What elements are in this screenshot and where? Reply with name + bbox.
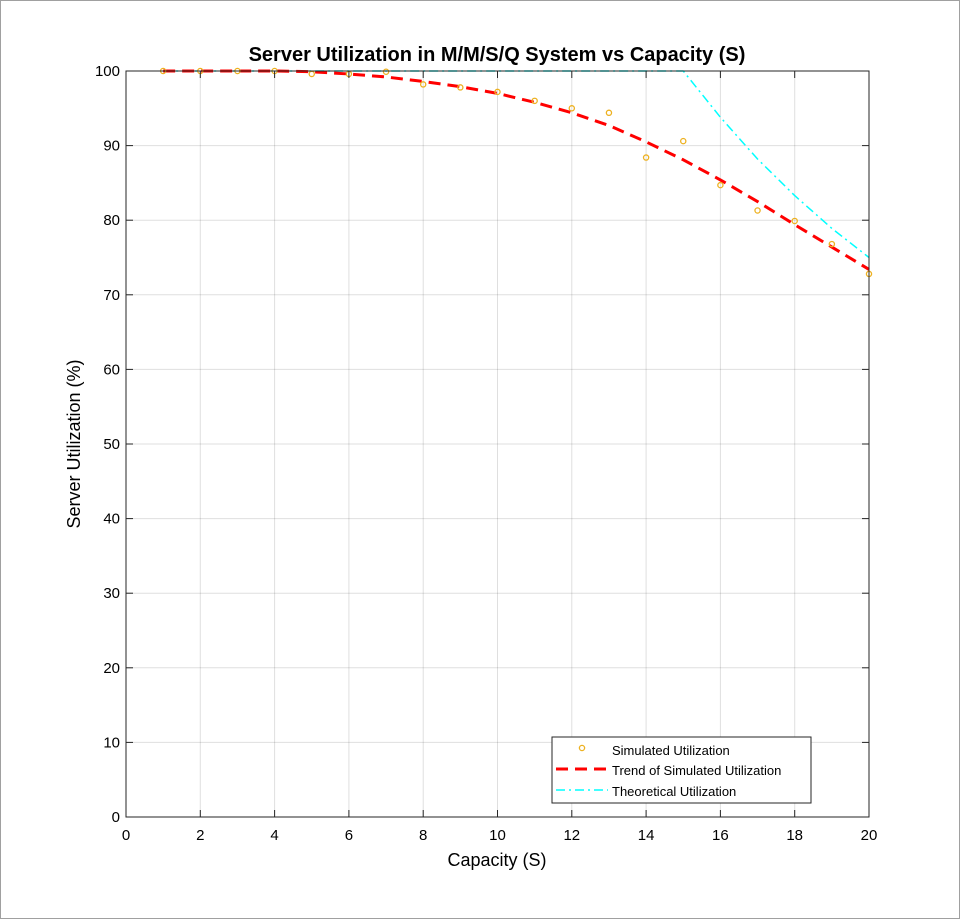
chart-title: Server Utilization in M/M/S/Q System vs … [249, 44, 746, 66]
simulated-point [531, 97, 538, 105]
x-tick-label: 0 [122, 827, 130, 844]
y-tick-label: 30 [103, 585, 120, 602]
x-tick-label: 6 [345, 827, 353, 844]
legend-label-simulated: Simulated Utilization [612, 743, 730, 758]
simulated-point [717, 181, 724, 189]
simulated-point [568, 105, 576, 112]
simulated-point [382, 68, 390, 75]
y-tick-label: 10 [103, 734, 120, 751]
ticks: 0 2 4 6 8 10 12 14 16 18 20 0 10 20 30 40 50 60 70 80 90 100 [95, 63, 877, 844]
x-tick-label: 20 [861, 827, 878, 844]
simulated-point [457, 84, 464, 91]
y-tick-label: 0 [112, 809, 120, 826]
plot-area [126, 71, 869, 817]
legend-label-theoretical: Theoretical Utilization [612, 784, 736, 799]
simulated-point [791, 217, 798, 225]
x-tick-label: 14 [638, 827, 655, 844]
y-tick-label: 90 [103, 138, 120, 155]
y-axis-label: Server Utilization (%) [64, 359, 84, 528]
x-tick-label: 4 [270, 827, 278, 844]
legend-marker-simulated [578, 744, 586, 752]
simulated-point [419, 81, 427, 88]
simulated-point [642, 154, 650, 161]
x-tick-label: 8 [419, 827, 427, 844]
simulated-point [494, 88, 501, 96]
y-tick-label: 70 [103, 287, 120, 304]
y-tick-label: 50 [103, 436, 120, 453]
x-tick-label: 10 [489, 827, 506, 844]
x-tick-label: 18 [786, 827, 803, 844]
x-axis-label: Capacity (S) [447, 850, 546, 870]
legend: Simulated Utilization Trend of Simulated… [551, 736, 812, 804]
simulated-point [828, 240, 836, 248]
y-tick-label: 40 [103, 511, 120, 528]
y-tick-label: 60 [103, 361, 120, 378]
x-tick-label: 12 [563, 827, 580, 844]
x-tick-label: 16 [712, 827, 729, 844]
y-tick-label: 100 [95, 63, 120, 80]
simulated-point [605, 109, 613, 117]
y-tick-label: 20 [103, 660, 120, 677]
simulated-point [754, 207, 761, 214]
x-tick-label: 2 [196, 827, 204, 844]
legend-label-trend: Trend of Simulated Utilization [612, 763, 781, 778]
simulated-point [680, 137, 687, 145]
y-tick-label: 80 [103, 212, 120, 229]
